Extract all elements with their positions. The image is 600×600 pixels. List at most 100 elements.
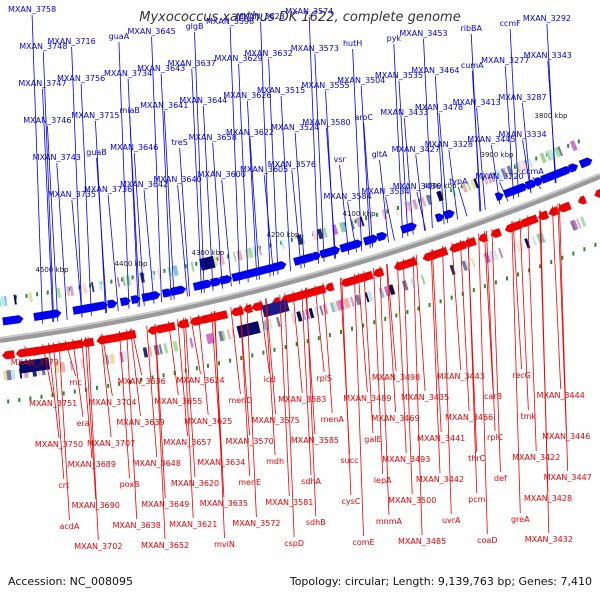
tick-mark	[62, 391, 65, 396]
gene-label: aroC	[354, 113, 373, 122]
gene-leader-line	[129, 115, 141, 307]
tick-mark	[152, 271, 155, 276]
gene-leader-line	[177, 184, 188, 297]
feature-bar	[300, 233, 306, 244]
gene-label: MXAN_3555	[301, 81, 349, 90]
gene-arrow	[449, 240, 467, 253]
gene-label: MXAN_3645	[127, 27, 175, 36]
gene-label: MXAN_3743	[33, 153, 81, 162]
tick-mark	[36, 292, 39, 297]
feature-bar	[105, 354, 110, 365]
feature-bar	[359, 216, 365, 227]
gene-label: MXAN_3716	[48, 37, 96, 46]
gene-leader-line	[71, 46, 83, 318]
gene-label: typA	[449, 177, 468, 186]
gene-label: menA	[321, 415, 345, 424]
gene-leader-line	[163, 110, 175, 300]
gene-label: guaA	[109, 32, 130, 41]
tick-mark	[343, 222, 346, 227]
gene-leader-line	[512, 220, 522, 370]
gene-leader-line	[107, 194, 119, 311]
tick-mark	[273, 347, 276, 352]
feature-bar	[516, 161, 524, 173]
gene-leader-line	[279, 294, 290, 497]
gene-leader-line	[438, 112, 449, 223]
feature-bar	[212, 256, 219, 267]
gene-arrow	[119, 297, 131, 307]
gene-leader-line	[292, 291, 303, 394]
gene-arrow	[1, 350, 15, 360]
tick-mark	[40, 394, 43, 399]
gene-label: MXAN_3427	[392, 145, 440, 154]
gene-label: MXAN_3422	[512, 453, 560, 462]
gene-arrow	[94, 301, 109, 311]
gene-label: MXAN_3277	[481, 56, 529, 65]
gene-leader-line	[291, 169, 302, 269]
gene-arrow	[219, 274, 233, 285]
gene-arrow	[554, 166, 572, 179]
feature-bar	[102, 355, 107, 366]
feature-bar	[527, 157, 534, 168]
gene-arrow	[442, 209, 455, 220]
gene-leader-line	[467, 237, 478, 494]
gene-label: menE	[238, 478, 261, 487]
gene-leader-line	[249, 137, 260, 280]
gene-arrow	[376, 231, 388, 242]
tick-mark	[428, 302, 431, 307]
gene-label: MXAN_3585	[291, 436, 339, 445]
gene-leader-line	[306, 287, 317, 517]
tick-mark	[280, 240, 283, 245]
gene-label: MXAN_3583	[278, 395, 326, 404]
gene-leader-line	[85, 337, 97, 500]
gene-leader-line	[202, 105, 214, 291]
gene-leader-line	[416, 191, 427, 231]
feature-bar	[189, 337, 194, 348]
feature-bar	[470, 257, 476, 268]
gene-label: comE	[352, 538, 374, 547]
tick-mark	[120, 277, 123, 282]
gene-arrow	[327, 246, 341, 257]
feature-bar	[367, 213, 373, 224]
tick-mark	[550, 260, 553, 265]
feature-bar	[232, 251, 237, 262]
tick-mark	[450, 295, 453, 300]
feature-bar	[502, 167, 508, 178]
feature-bar	[91, 281, 95, 293]
gene-leader-line	[442, 245, 452, 515]
feature-bar	[322, 304, 329, 315]
feature-bar	[576, 218, 582, 229]
feature-bar	[569, 140, 578, 152]
gene-leader-line	[326, 127, 337, 259]
gene-leader-line	[58, 341, 70, 521]
feature-bar	[401, 280, 409, 291]
gene-leader-line	[476, 107, 486, 210]
feature-bar	[364, 292, 370, 303]
gene-leader-line	[353, 273, 364, 537]
tick-mark	[131, 275, 134, 280]
tick-mark	[14, 295, 17, 300]
gene-leader-line	[42, 51, 55, 323]
feature-block	[18, 357, 51, 374]
tick-mark	[163, 268, 166, 273]
gene-arrow	[372, 267, 385, 278]
gene-leader-line	[191, 68, 202, 294]
tick-mark	[494, 280, 497, 285]
gene-label: ribBA	[460, 24, 482, 33]
gene-label: MXAN_3655	[154, 397, 202, 406]
gene-leader-line	[126, 329, 138, 520]
gene-label: MXAN_3574	[285, 7, 333, 16]
gene-label: miaB	[119, 106, 139, 115]
feature-bar	[394, 205, 399, 216]
tick-mark	[375, 212, 378, 217]
gene-leader-line	[386, 264, 396, 413]
gene-leader-line	[547, 60, 557, 183]
feature-bar	[244, 248, 251, 259]
gene-leader-line	[239, 304, 251, 477]
gene-label: treS	[172, 138, 188, 147]
gene-leader-line	[198, 314, 209, 416]
gene-label: sdhA	[301, 477, 321, 486]
feature-bar	[406, 201, 412, 212]
gene-leader-line	[100, 334, 112, 438]
gene-leader-line	[379, 266, 390, 516]
feature-bar	[218, 330, 225, 342]
